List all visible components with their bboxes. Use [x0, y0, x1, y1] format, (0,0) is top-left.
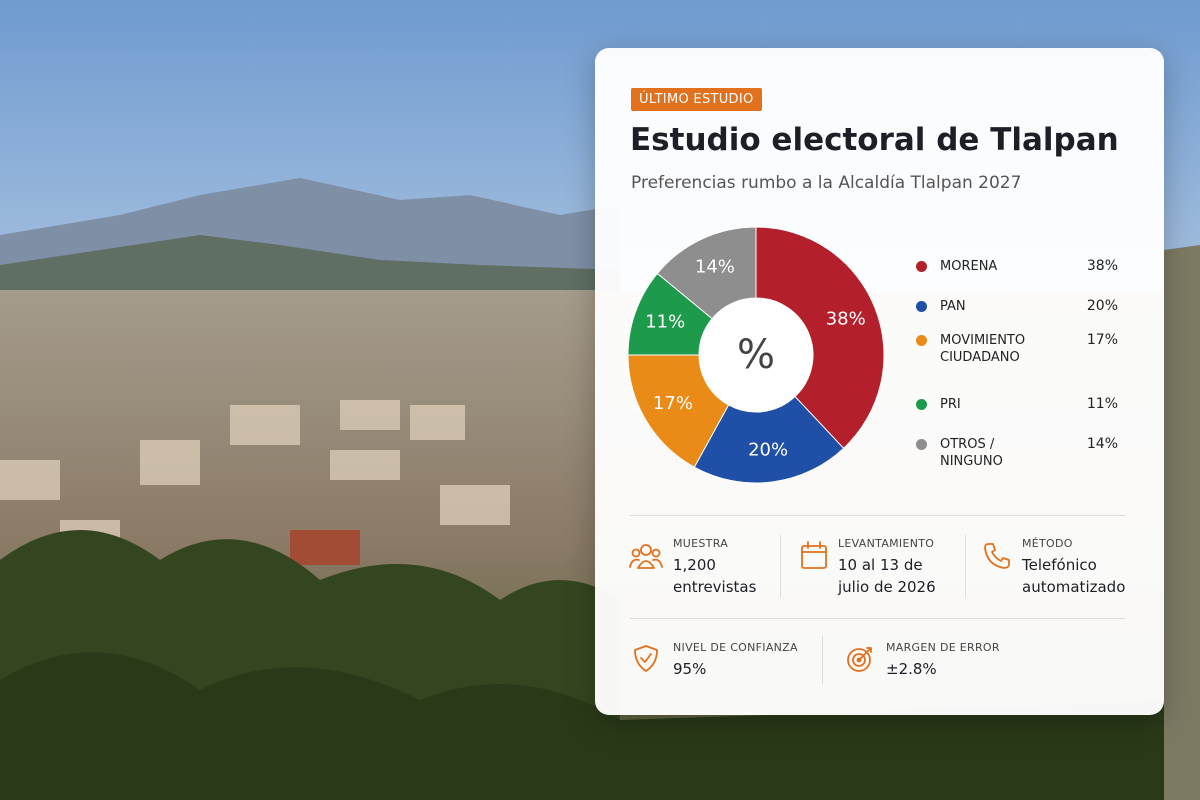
slice-label: 17%	[653, 393, 693, 414]
divider	[630, 618, 1125, 619]
stat-label: MARGEN DE ERROR	[886, 641, 1000, 654]
slice-label: 14%	[695, 257, 735, 278]
shield-icon	[634, 645, 658, 672]
legend-name: MORENA	[940, 259, 998, 274]
card-title: Estudio electoral de Tlalpan	[630, 122, 1119, 158]
stat-label: MUESTRA	[673, 537, 729, 550]
donut-hole	[699, 298, 813, 412]
stat-label: MÉTODO	[1022, 537, 1073, 550]
phone-icon	[984, 543, 1010, 569]
center-label: %	[737, 332, 775, 378]
donut-chart: 38% 20% 17% 11% 14%%	[627, 226, 885, 484]
legend-name: MOVIMIENTO CIUDADANO	[940, 333, 1026, 365]
legend-swatch	[916, 399, 927, 410]
legend-name: PRI	[940, 397, 961, 412]
target-icon	[847, 647, 872, 672]
people-icon	[629, 544, 663, 569]
legend-value: 11%	[1086, 396, 1118, 412]
study-card: ÚLTIMO ESTUDIO Estudio electoral de Tlal…	[595, 48, 1164, 715]
divider	[965, 535, 966, 597]
legend-swatch	[916, 261, 927, 272]
calendar-icon	[801, 541, 827, 569]
legend-value: 17%	[1086, 332, 1118, 348]
legend-swatch	[916, 335, 927, 346]
legend-swatch	[916, 439, 927, 450]
slice-label: 38%	[826, 308, 866, 329]
slice-label: 20%	[748, 440, 788, 461]
stat-value: 10 al 13 de julio de 2026	[838, 556, 936, 596]
stat-value: 1,200 entrevistas	[673, 556, 757, 596]
stat-label: NIVEL DE CONFIANZA	[673, 641, 798, 654]
card-subtitle: Preferencias rumbo a la Alcaldía Tlalpan…	[631, 173, 1022, 193]
stat-value: ±2.8%	[886, 660, 937, 678]
legend-value: 14%	[1086, 436, 1118, 452]
divider	[780, 535, 781, 597]
legend-name: OTROS / NINGUNO	[940, 437, 1003, 469]
legend-swatch	[916, 301, 927, 312]
legend-value: 38%	[1086, 258, 1118, 274]
legend-name: PAN	[940, 299, 966, 314]
stat-value: Telefónico automatizado	[1022, 556, 1126, 596]
stat-label: LEVANTAMIENTO	[838, 537, 935, 550]
legend-value: 20%	[1086, 298, 1118, 314]
slice-label: 11%	[645, 311, 685, 332]
divider	[630, 515, 1125, 516]
stat-value: 95%	[673, 660, 707, 678]
divider	[822, 636, 823, 684]
badge: ÚLTIMO ESTUDIO	[631, 88, 762, 111]
